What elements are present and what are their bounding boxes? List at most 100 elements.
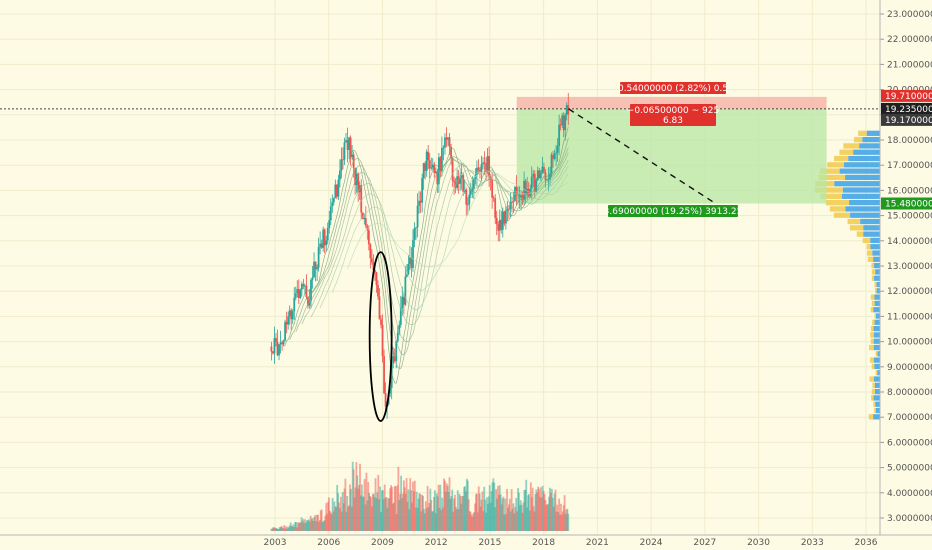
candle-body: [523, 180, 526, 201]
candle-body: [448, 137, 451, 147]
profile-bar-buy: [873, 307, 880, 313]
candle-body: [329, 206, 332, 221]
volume-bar: [420, 511, 423, 531]
x-tick-label: 2030: [747, 538, 770, 548]
volume-bar: [297, 523, 300, 531]
volume-bar: [424, 501, 427, 531]
price-tag-label: 19.23500000: [885, 105, 932, 115]
moving-averages: [283, 126, 569, 384]
volume-bar: [465, 491, 467, 531]
volume-bar: [379, 486, 382, 531]
volume-bar: [566, 508, 569, 531]
profile-bar-sell: [870, 307, 874, 313]
x-tick-label: 2027: [693, 538, 716, 548]
candle-body: [392, 356, 395, 364]
candle-body: [361, 212, 364, 220]
volume-bar: [348, 505, 350, 531]
candle-body: [342, 159, 344, 161]
profile-bar-buy: [877, 370, 880, 376]
volume-bar: [301, 521, 304, 531]
volume-bar: [510, 489, 513, 531]
volume-bar: [389, 488, 392, 531]
volume-bar: [274, 527, 276, 531]
profile-bar-sell: [871, 395, 874, 401]
volume-bar: [460, 503, 463, 531]
annotations: 0.54000000 (2.82%) 0.5 −0.06500000 ~ 9256…: [604, 82, 742, 217]
volume-bar: [370, 497, 372, 531]
volume-bar: [336, 484, 339, 531]
volume-bar: [386, 507, 389, 531]
candle-body: [430, 167, 433, 169]
candle-body: [279, 342, 282, 345]
volume-bar: [528, 494, 530, 531]
volume-bar: [322, 521, 325, 531]
profile-bar-buy: [875, 407, 880, 414]
volume-bar: [531, 487, 534, 531]
volume-bar: [498, 485, 501, 531]
price-tag: 15.48000000: [881, 197, 932, 210]
candle-body: [402, 296, 405, 305]
candle-body: [345, 140, 347, 143]
profile-bar-sell: [834, 155, 849, 162]
volume-bar: [308, 521, 311, 531]
volume-bar: [560, 514, 563, 531]
volume-bar: [462, 495, 465, 531]
candle-body: [453, 180, 455, 183]
candle-body: [469, 190, 472, 195]
candle-body: [375, 272, 378, 285]
volume-bar: [559, 514, 561, 531]
profile-bar-sell: [874, 313, 877, 319]
volume-bar: [359, 463, 361, 531]
volume-bar: [486, 497, 488, 531]
entry-annotation-text: 6.83: [663, 116, 683, 126]
volume-bar: [437, 484, 440, 531]
volume-bar: [469, 511, 472, 531]
candle-body: [559, 124, 562, 126]
profile-bar-sell: [875, 370, 878, 376]
candle-body: [511, 201, 513, 203]
candle-body: [532, 173, 535, 177]
volume-bar: [471, 516, 474, 531]
y-tick-label: 11.00000000: [887, 312, 932, 322]
profile-bar-sell: [868, 414, 874, 420]
volume-bar: [370, 506, 373, 531]
candle-body: [270, 346, 273, 352]
volume-bar: [526, 507, 529, 531]
price-tags: 19.71000000 19.2350000019.17000000 15.4800…: [881, 89, 932, 210]
profile-bar-sell: [825, 199, 850, 206]
volume-bar: [433, 497, 435, 531]
volume-bar: [402, 493, 404, 531]
volume-bar: [381, 490, 383, 531]
candle-body: [515, 186, 518, 196]
volume-bar: [555, 511, 558, 531]
volume-profile: [814, 130, 880, 420]
volume-bar: [429, 488, 432, 531]
volume-bar: [417, 498, 420, 531]
volume-bar: [511, 508, 514, 531]
volume-bar: [367, 482, 370, 531]
candle-body: [536, 170, 539, 180]
volume-bar: [421, 494, 424, 531]
volume-bar: [309, 515, 312, 531]
volume-bar: [381, 490, 384, 531]
candle-body: [273, 338, 276, 354]
volume-bar: [360, 495, 362, 531]
profile-bar-sell: [871, 275, 875, 281]
candle-body: [418, 200, 420, 206]
drawings: [0, 108, 880, 422]
candle-body: [450, 146, 452, 158]
x-tick-label: 2012: [425, 538, 448, 548]
y-tick-label: 16.00000000: [887, 186, 932, 196]
volume-bar: [467, 499, 470, 531]
candle-body: [547, 179, 550, 180]
volume-bar: [360, 484, 363, 531]
profile-bar-sell: [874, 281, 877, 288]
candle-body: [308, 301, 311, 306]
volume-bar: [320, 509, 323, 531]
candle-body: [378, 296, 381, 320]
volume-bar: [497, 494, 500, 531]
candle-body: [485, 163, 487, 173]
volume-bar: [554, 489, 557, 531]
candle-body: [412, 240, 414, 268]
candle-body: [434, 171, 437, 174]
